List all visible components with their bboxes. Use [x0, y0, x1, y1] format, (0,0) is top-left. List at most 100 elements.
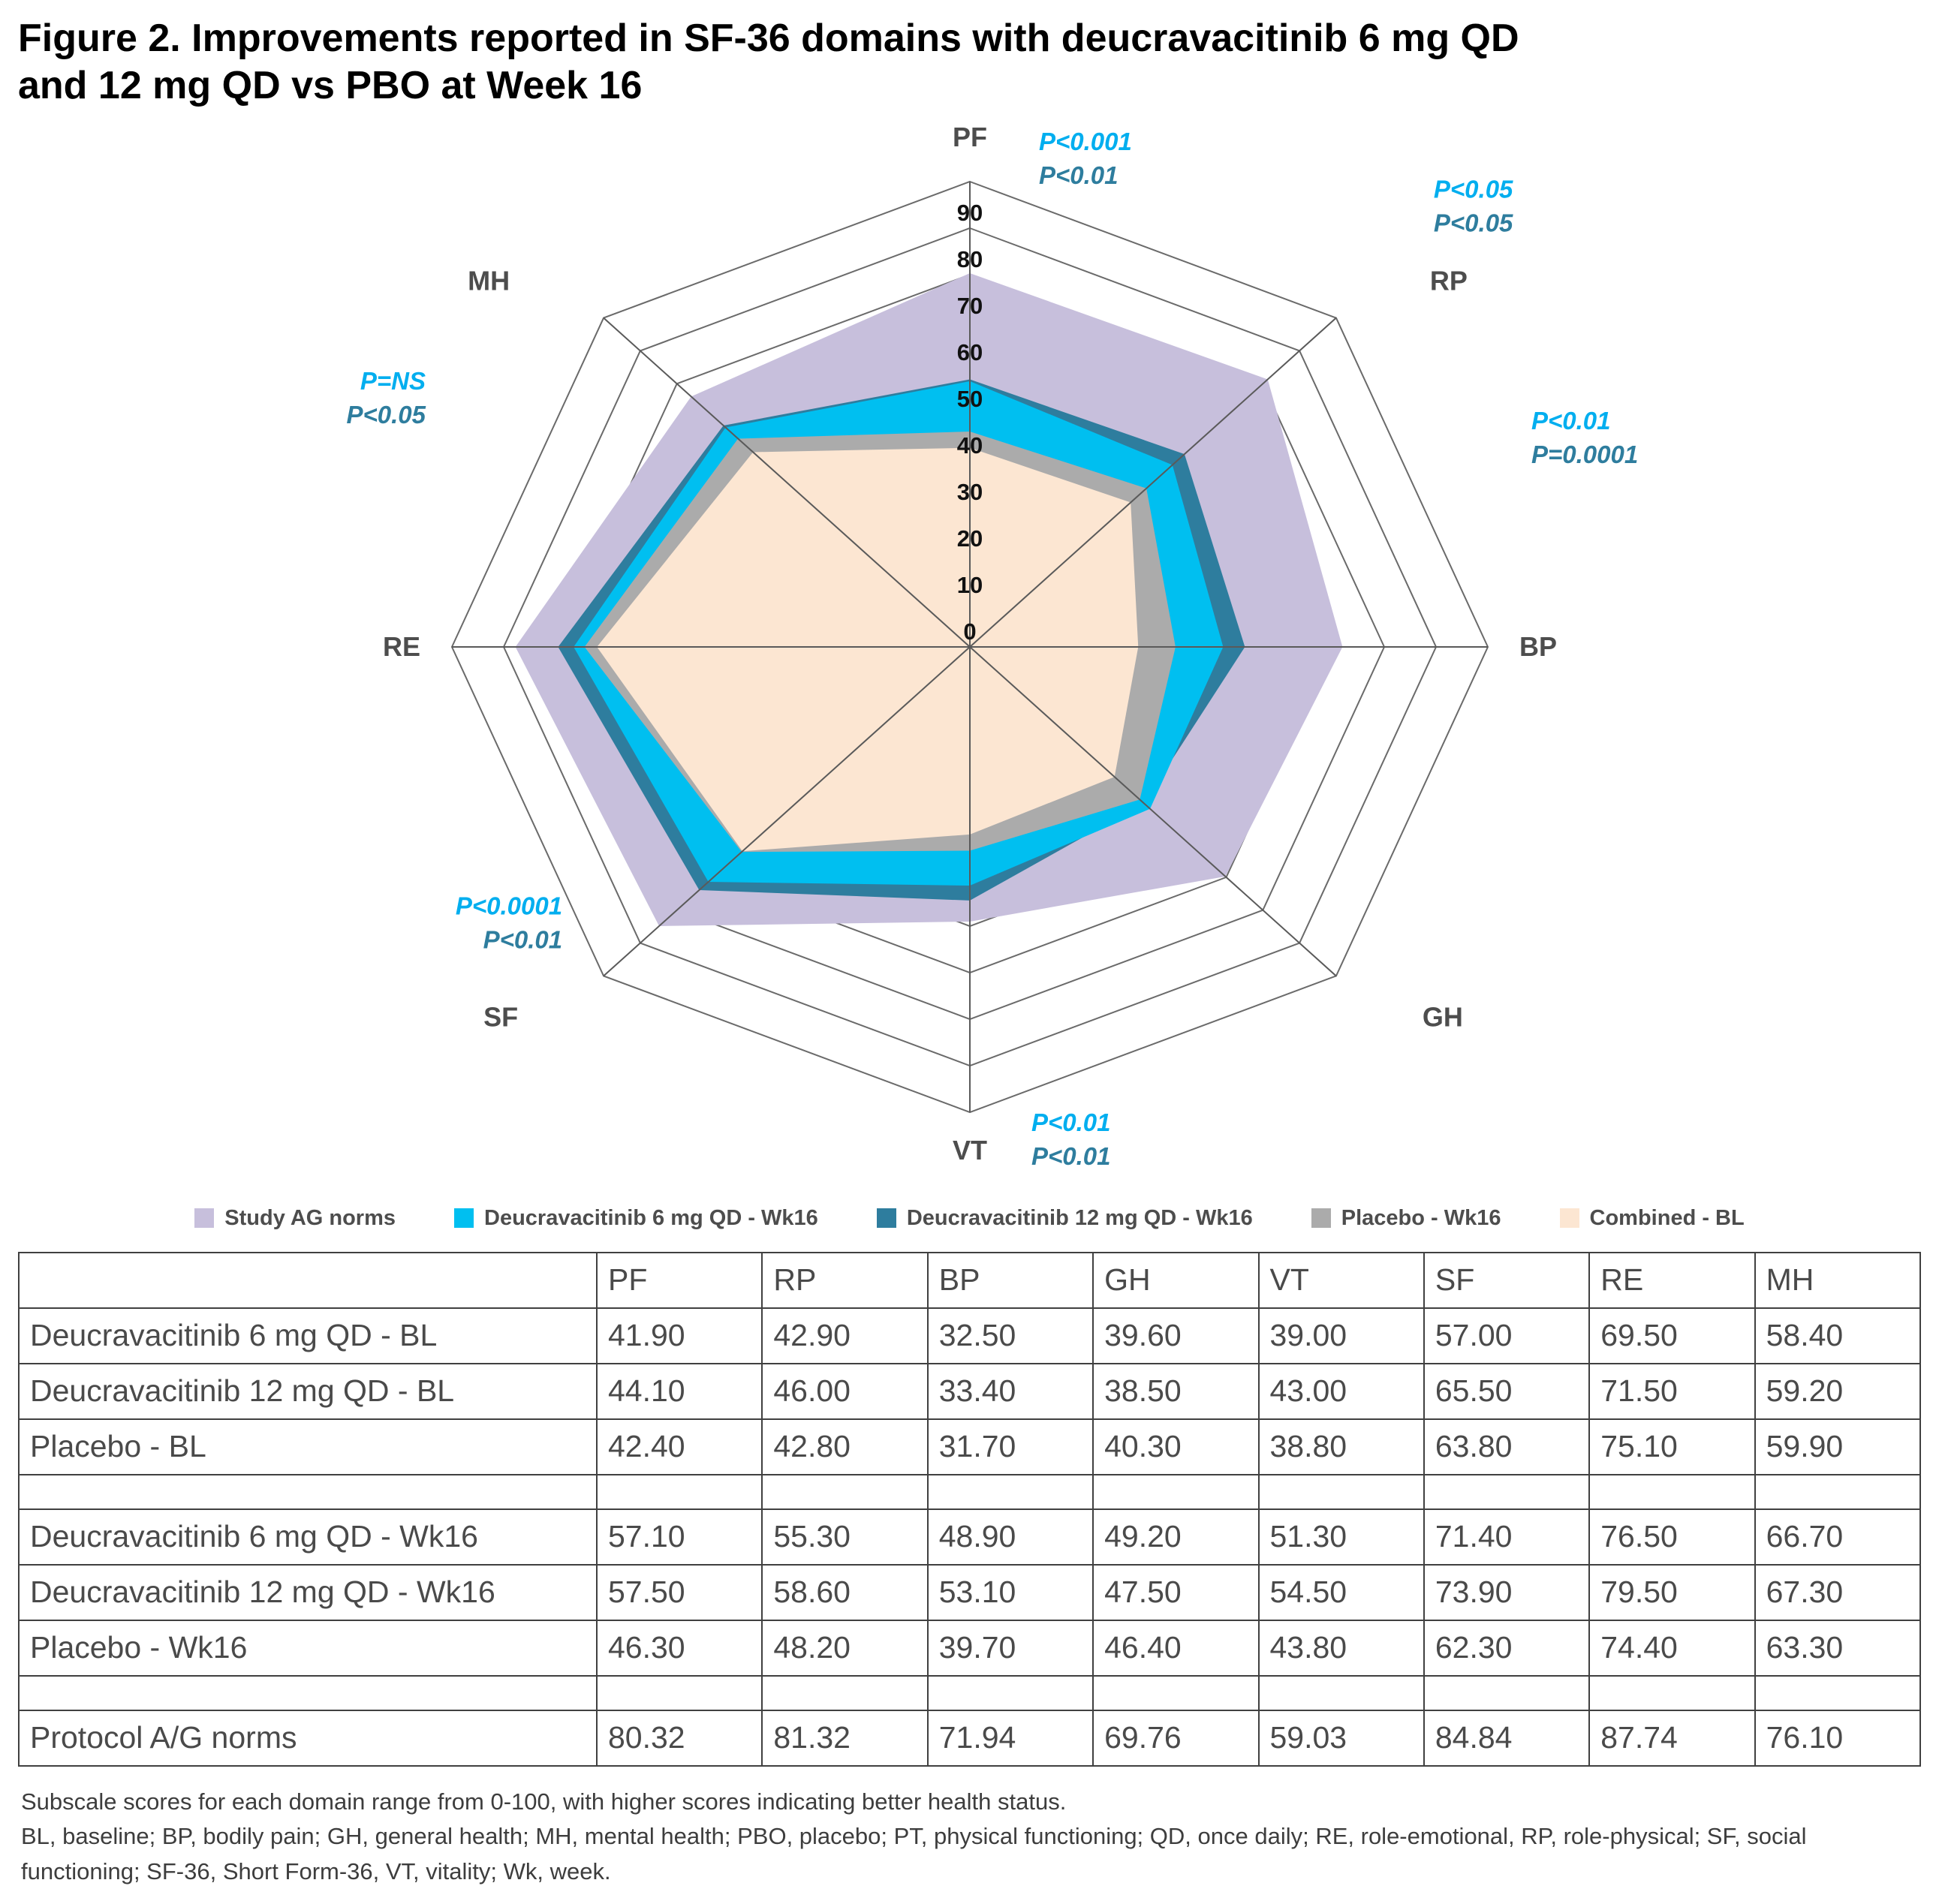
- legend-label: Combined - BL: [1589, 1205, 1745, 1230]
- legend-item: Placebo - Wk16: [1311, 1206, 1501, 1231]
- value-cell: 71.94: [926, 1709, 1094, 1767]
- value-cell: 84.84: [1423, 1709, 1591, 1767]
- radar-chart-svg: 0 10 20 30 40 50 60 70 80 90 PF RP BP GH VT SF RE MH P<0.0…: [346, 122, 1638, 1170]
- legend-label: Placebo - Wk16: [1341, 1205, 1501, 1230]
- value-cell: 44.10: [595, 1362, 763, 1420]
- value-cell: 46.00: [761, 1362, 929, 1420]
- table-row: Protocol A/G norms 80.32 81.32 71.94 69.76 59…: [18, 1709, 1922, 1767]
- table-header-row: PF RP BP GH VT SF RE MH: [18, 1251, 1922, 1309]
- legend-item: Combined - BL: [1559, 1205, 1745, 1231]
- value-cell: [1092, 1674, 1260, 1711]
- value-cell: [761, 1473, 929, 1510]
- tick-label-0: 0: [963, 618, 976, 645]
- value-cell: 46.40: [1092, 1619, 1260, 1677]
- row-label-cell: [18, 1473, 598, 1510]
- p-value-SF-12mg: P<0.01: [483, 925, 563, 953]
- value-cell: 69.50: [1588, 1307, 1756, 1364]
- p-value-RP-6mg: P<0.05: [1434, 175, 1513, 203]
- value-cell: [1754, 1473, 1922, 1510]
- p-value-SF-6mg: P<0.0001: [456, 892, 562, 919]
- tick-label-60: 60: [957, 339, 983, 365]
- value-cell: 33.40: [926, 1362, 1094, 1420]
- value-cell: 42.80: [761, 1418, 929, 1475]
- value-cell: 47.50: [1092, 1563, 1260, 1621]
- axis-label-RP: RP: [1430, 265, 1468, 296]
- legend-swatch-icon: [1311, 1208, 1331, 1229]
- table-row: Deucravacitinib 6 mg QD - Wk16 57.10 55.30…: [18, 1508, 1922, 1566]
- value-cell: 58.60: [761, 1563, 929, 1621]
- table-spacer-row: [18, 1674, 1922, 1711]
- value-cell: 39.00: [1257, 1307, 1425, 1364]
- table-header-cell: SF: [1423, 1251, 1591, 1309]
- row-label-cell: Deucravacitinib 12 mg QD - BL: [18, 1362, 598, 1420]
- value-cell: 48.90: [926, 1508, 1094, 1566]
- radar-chart: 0 10 20 30 40 50 60 70 80 90 PF RP BP GH VT SF RE MH P<0.0…: [18, 110, 1921, 1206]
- table-row: Placebo - BL 42.40 42.80 31.70 40.30 38.80 63.…: [18, 1418, 1922, 1475]
- row-label-cell: Deucravacitinib 12 mg QD - Wk16: [18, 1563, 598, 1621]
- tick-label-20: 20: [957, 525, 983, 552]
- footnotes: Subscale scores for each domain range fr…: [21, 1785, 1918, 1890]
- value-cell: 71.40: [1423, 1508, 1591, 1566]
- p-value-BP-12mg: P=0.0001: [1531, 441, 1638, 468]
- value-cell: 69.76: [1092, 1709, 1260, 1767]
- value-cell: 49.20: [1092, 1508, 1260, 1566]
- footnote-line: BL, baseline; BP, bodily pain; GH, gener…: [21, 1823, 1807, 1884]
- value-cell: 87.74: [1588, 1709, 1756, 1767]
- value-cell: 40.30: [1092, 1418, 1260, 1475]
- value-cell: 57.10: [595, 1508, 763, 1566]
- value-cell: [1588, 1674, 1756, 1711]
- value-cell: [1257, 1473, 1425, 1510]
- table-row: Deucravacitinib 12 mg QD - BL 44.10 46.00 3…: [18, 1362, 1922, 1420]
- row-label-cell: [18, 1674, 598, 1711]
- value-cell: 43.80: [1257, 1619, 1425, 1677]
- legend-swatch-icon: [454, 1208, 474, 1229]
- p-value-RE-6mg: P=NS: [360, 367, 426, 395]
- row-label-cell: Placebo - Wk16: [18, 1619, 598, 1677]
- value-cell: 76.10: [1754, 1709, 1922, 1767]
- p-value-VT-12mg: P<0.01: [1031, 1142, 1111, 1170]
- value-cell: 59.03: [1257, 1709, 1425, 1767]
- value-cell: [595, 1674, 763, 1711]
- legend-item: Deucravacitinib 6 mg QD - Wk16: [454, 1206, 818, 1231]
- tick-label-50: 50: [957, 386, 983, 412]
- axis-spoke-RP: [969, 317, 1337, 648]
- value-cell: [595, 1473, 763, 1510]
- value-cell: 42.90: [761, 1307, 929, 1364]
- table-header-cell: BP: [926, 1251, 1094, 1309]
- value-cell: 80.32: [595, 1709, 763, 1767]
- footnote-line: Subscale scores for each domain range fr…: [21, 1788, 1067, 1815]
- row-label-cell: Deucravacitinib 6 mg QD - BL: [18, 1307, 598, 1364]
- axis-label-BP: BP: [1519, 631, 1557, 662]
- value-cell: 41.90: [595, 1307, 763, 1364]
- row-label-cell: Deucravacitinib 6 mg QD - Wk16: [18, 1508, 598, 1566]
- axis-label-PF: PF: [953, 122, 987, 152]
- value-cell: 46.30: [595, 1619, 763, 1677]
- axis-label-VT: VT: [953, 1135, 987, 1166]
- legend-swatch-icon: [194, 1208, 215, 1229]
- value-cell: 39.60: [1092, 1307, 1260, 1364]
- table-header-cell: RE: [1588, 1251, 1756, 1309]
- legend-label: Deucravacitinib 12 mg QD - Wk16: [906, 1205, 1253, 1230]
- value-cell: 66.70: [1754, 1508, 1922, 1566]
- p-value-RE-12mg: P<0.05: [346, 401, 426, 429]
- table-row: Deucravacitinib 12 mg QD - Wk16 57.50 58.6…: [18, 1563, 1922, 1621]
- table-header-cell: [18, 1251, 598, 1309]
- row-label-cell: Protocol A/G norms: [18, 1709, 598, 1767]
- value-cell: [926, 1473, 1094, 1510]
- chart-legend: Study AG norms Deucravacitinib 6 mg QD - …: [18, 1206, 1921, 1231]
- value-cell: 32.50: [926, 1307, 1094, 1364]
- p-value-PF-12mg: P<0.01: [1039, 161, 1119, 189]
- tick-label-70: 70: [957, 293, 983, 319]
- tick-label-90: 90: [957, 200, 983, 226]
- value-cell: 48.20: [761, 1619, 929, 1677]
- value-cell: [1423, 1674, 1591, 1711]
- row-label-cell: Placebo - BL: [18, 1418, 598, 1475]
- legend-swatch-icon: [1559, 1208, 1579, 1229]
- value-cell: 62.30: [1423, 1619, 1591, 1677]
- legend-item: Study AG norms: [194, 1206, 396, 1231]
- scores-table: PF RP BP GH VT SF RE MH Deucravacitinib 6 mg QD …: [18, 1251, 1922, 1767]
- value-cell: 65.50: [1423, 1362, 1591, 1420]
- legend-label: Deucravacitinib 6 mg QD - Wk16: [484, 1205, 818, 1230]
- value-cell: 73.90: [1423, 1563, 1591, 1621]
